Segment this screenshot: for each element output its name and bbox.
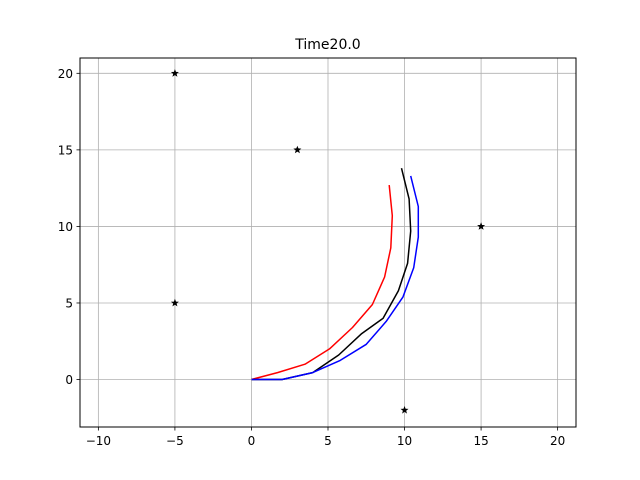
star-marker-icon <box>293 145 302 154</box>
y-tick-label: 15 <box>58 143 73 157</box>
x-tick-label: 5 <box>324 434 332 448</box>
series-group <box>251 168 420 381</box>
star-marker-icon <box>400 406 409 414</box>
x-tick-label: −10 <box>86 434 111 448</box>
x-tick-label: 0 <box>248 434 256 448</box>
grid <box>80 58 576 427</box>
star-marker-icon <box>477 222 486 230</box>
y-tick-label: 5 <box>65 296 73 310</box>
blue-trajectory <box>251 175 420 381</box>
x-tick-label: 15 <box>473 434 488 448</box>
y-tick-label: 20 <box>58 67 73 81</box>
y-tick-label: 10 <box>58 220 73 234</box>
x-axis: −10 −5 0 5 10 15 20 <box>86 427 565 448</box>
y-axis: 0 5 10 15 20 <box>58 67 80 387</box>
y-tick-label: 0 <box>65 373 73 387</box>
x-tick-label: 20 <box>550 434 565 448</box>
chart-title: Time20.0 <box>294 37 360 53</box>
x-tick-label: 10 <box>397 434 412 448</box>
red-trajectory <box>251 185 394 381</box>
star-marker-icon <box>170 69 179 77</box>
landmark-markers <box>170 69 486 414</box>
x-tick-label: −5 <box>166 434 184 448</box>
star-marker-icon <box>170 298 179 307</box>
